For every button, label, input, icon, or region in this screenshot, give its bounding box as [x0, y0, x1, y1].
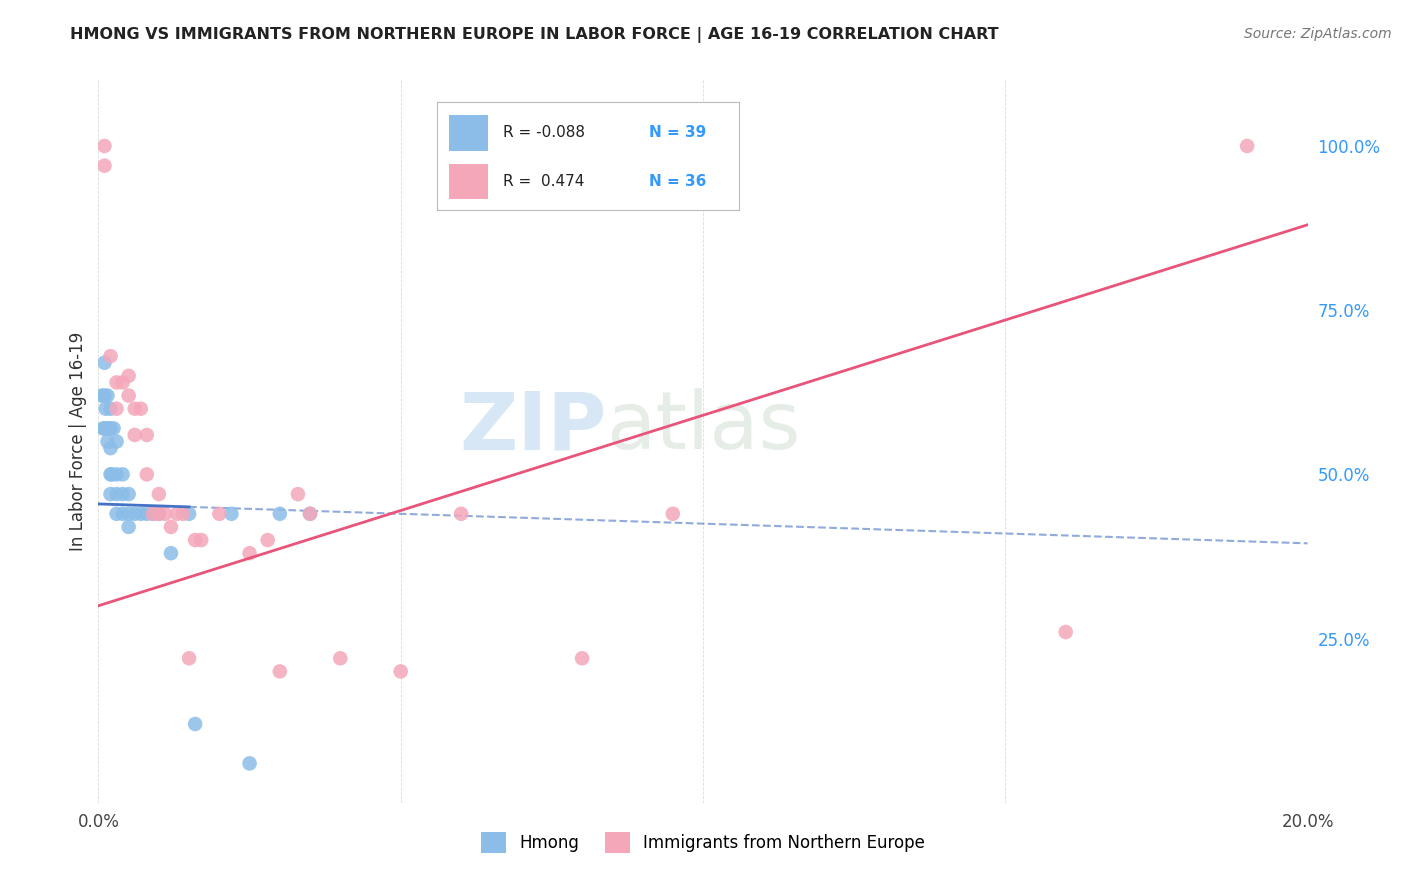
Point [129, 507, 152, 521]
Point [93, 159, 115, 173]
Point [571, 651, 593, 665]
Point [166, 507, 188, 521]
Point [100, 441, 122, 455]
Point [135, 467, 157, 482]
Point [148, 487, 170, 501]
Point [148, 507, 170, 521]
Point [135, 428, 157, 442]
Point [111, 376, 134, 390]
Point [118, 487, 141, 501]
Point [190, 533, 212, 547]
Point [142, 507, 165, 521]
Point [105, 467, 128, 482]
Point [124, 507, 146, 521]
Point [90, 388, 112, 402]
Point [98, 421, 121, 435]
Point [100, 467, 122, 482]
Point [103, 421, 125, 435]
Point [111, 467, 134, 482]
Point [124, 401, 146, 416]
Point [111, 487, 134, 501]
Point [179, 651, 201, 665]
Point [93, 388, 115, 402]
Point [299, 507, 322, 521]
Point [105, 507, 128, 521]
Point [96, 388, 118, 402]
Point [239, 546, 262, 560]
Point [105, 434, 128, 449]
Point [94, 401, 117, 416]
Text: atlas: atlas [606, 388, 800, 467]
Text: ZIP: ZIP [458, 388, 606, 467]
Point [93, 356, 115, 370]
Y-axis label: In Labor Force | Age 16-19: In Labor Force | Age 16-19 [69, 332, 87, 551]
Point [148, 507, 170, 521]
Point [256, 533, 278, 547]
Point [105, 401, 128, 416]
Point [129, 401, 152, 416]
Point [1236, 139, 1258, 153]
Point [100, 487, 122, 501]
Point [111, 507, 134, 521]
Point [96, 434, 118, 449]
Point [100, 421, 122, 435]
Point [1054, 625, 1077, 640]
Point [172, 507, 194, 521]
Point [160, 546, 183, 560]
Point [105, 376, 128, 390]
Legend: Hmong, Immigrants from Northern Europe: Hmong, Immigrants from Northern Europe [475, 826, 931, 860]
Point [100, 467, 122, 482]
Point [153, 507, 176, 521]
Point [93, 421, 115, 435]
Point [118, 368, 141, 383]
Point [91, 421, 114, 435]
Point [105, 487, 128, 501]
Point [94, 421, 117, 435]
Point [100, 401, 122, 416]
Point [100, 349, 122, 363]
Point [329, 651, 352, 665]
Text: HMONG VS IMMIGRANTS FROM NORTHERN EUROPE IN LABOR FORCE | AGE 16-19 CORRELATION : HMONG VS IMMIGRANTS FROM NORTHERN EUROPE… [70, 27, 998, 43]
Point [179, 507, 201, 521]
Point [118, 388, 141, 402]
Point [661, 507, 683, 521]
Point [208, 507, 231, 521]
Point [450, 507, 472, 521]
Point [269, 665, 291, 679]
Point [124, 428, 146, 442]
Point [118, 520, 141, 534]
Point [287, 487, 309, 501]
Point [221, 507, 243, 521]
Point [135, 507, 157, 521]
Point [299, 507, 322, 521]
Point [269, 507, 291, 521]
Point [142, 507, 165, 521]
Point [160, 520, 183, 534]
Point [118, 507, 141, 521]
Text: Source: ZipAtlas.com: Source: ZipAtlas.com [1244, 27, 1392, 41]
Point [184, 717, 207, 731]
Point [389, 665, 412, 679]
Point [93, 139, 115, 153]
Point [239, 756, 262, 771]
Point [184, 533, 207, 547]
